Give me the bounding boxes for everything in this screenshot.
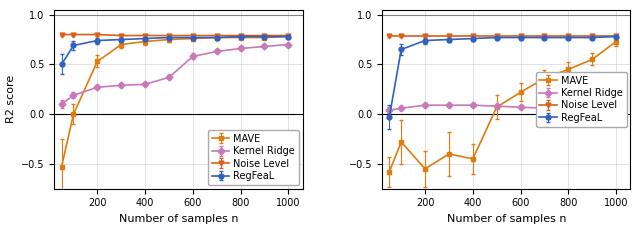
X-axis label: Number of samples n: Number of samples n — [447, 214, 566, 224]
X-axis label: Number of samples n: Number of samples n — [119, 214, 238, 224]
Legend: MAVE, Kernel Ridge, Noise Level, RegFeaL: MAVE, Kernel Ridge, Noise Level, RegFeaL — [208, 130, 299, 185]
Legend: MAVE, Kernel Ridge, Noise Level, RegFeaL: MAVE, Kernel Ridge, Noise Level, RegFeaL — [536, 72, 627, 127]
Y-axis label: R2 score: R2 score — [6, 75, 15, 123]
